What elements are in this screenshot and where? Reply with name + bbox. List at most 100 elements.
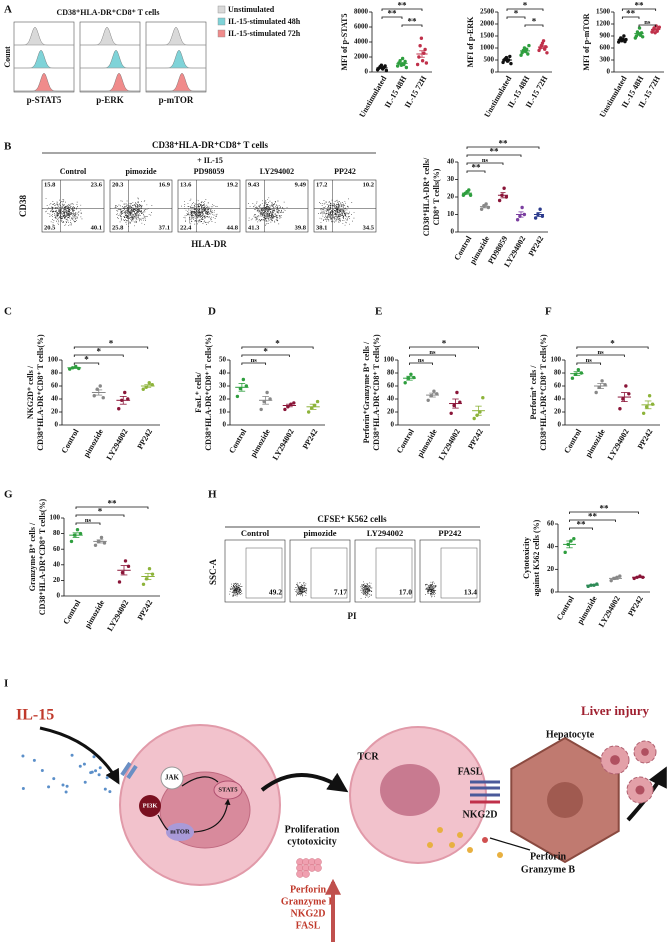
cytokine-dot [65, 784, 69, 788]
panel-letter: I [4, 678, 8, 690]
data-point [141, 387, 145, 391]
quadrant-value: 16.9 [159, 181, 171, 188]
y-tick-label: 40 [219, 369, 227, 377]
significance-bracket [73, 346, 149, 349]
data-point [283, 407, 287, 412]
significance-bracket [466, 146, 540, 149]
histogram [14, 26, 74, 46]
x-tick-label: pimozide [575, 594, 599, 626]
data-point [504, 55, 509, 60]
x-tick-label: pimozide [249, 427, 273, 459]
significance-bracket [569, 511, 639, 514]
y-axis-label: against K562 cells (%) [532, 519, 541, 596]
data-point [417, 55, 421, 59]
cytokine-dot [97, 773, 101, 777]
significance-bracket [524, 24, 544, 27]
scatter-dots [114, 197, 153, 227]
cytokine-dot [21, 787, 25, 791]
histogram [14, 72, 74, 92]
cell-cluster [314, 864, 322, 872]
plot-frame [313, 179, 377, 233]
data-point [600, 379, 604, 383]
flow-title: CFSE⁺ K562 cells [317, 514, 387, 524]
data-point [563, 550, 567, 555]
gate-value: 49.2 [269, 588, 282, 597]
cytokine-dot [52, 777, 56, 781]
histogram [80, 49, 140, 69]
scatter-dots [318, 198, 355, 226]
x-tick-label: PP242 [135, 427, 154, 450]
y-tick-label: 2000 [480, 20, 495, 28]
quadrant-value: 22.4 [180, 224, 192, 231]
significance-bracket [638, 24, 657, 27]
damaged-nucleus [635, 785, 645, 795]
axis-label: SSC-A [208, 559, 218, 586]
y-tick-label: 100 [384, 356, 395, 364]
data-point [235, 394, 240, 399]
x-tick-label: pimozide [83, 598, 107, 630]
significance-bracket [75, 522, 101, 525]
y-tick-label: 20 [51, 408, 59, 416]
x-tick-label: PP242 [301, 427, 320, 450]
y-tick-label: 1200 [596, 20, 611, 28]
plot-frame [289, 539, 351, 603]
data-point [398, 59, 402, 63]
x-tick-label: Control [227, 427, 248, 455]
data-point [594, 390, 598, 395]
significance-label: * [523, 1, 528, 11]
data-point [102, 541, 107, 545]
data-point [259, 407, 263, 412]
data-point [117, 407, 121, 411]
plot-frame [109, 179, 173, 233]
data-point [78, 531, 83, 536]
granule [467, 847, 473, 853]
data-point [576, 368, 581, 372]
data-point [479, 207, 484, 211]
y-tick-label: 60 [51, 382, 59, 390]
quadrant-value: 13.6 [180, 181, 192, 188]
y-tick-label: 900 [600, 32, 611, 40]
panel-letter: A [4, 4, 12, 16]
x-tick-label: pimozide [82, 427, 106, 459]
arrow [39, 726, 120, 785]
axis-label: Count [3, 46, 12, 68]
y-axis-label: CD38⁺HLA-DR⁺CD8⁺ T cells(%) [38, 498, 47, 615]
effector-label: Perforin [530, 851, 567, 862]
significance-label: ns [482, 157, 489, 164]
quadrant-value: 25.8 [112, 224, 124, 231]
data-point [92, 394, 96, 398]
panel-letter: B [4, 141, 12, 153]
x-tick-label: LY294002 [606, 427, 631, 461]
x-tick-label: LY294002 [271, 427, 296, 461]
legend-label: IL-15-stimulated 72h [228, 29, 301, 38]
y-tick-label: 0 [223, 421, 227, 429]
data-point [609, 578, 613, 583]
y-tick-label: 0 [607, 68, 611, 76]
histogram [80, 72, 140, 92]
y-tick-label: 300 [600, 56, 611, 64]
x-tick-label: PP242 [136, 598, 155, 621]
stat5-label: STAT5 [218, 786, 238, 793]
gate [245, 547, 283, 599]
data-point [541, 39, 546, 43]
significance-label: ** [626, 9, 636, 19]
y-tick-label: 6000 [354, 23, 369, 31]
significance-label: * [532, 17, 537, 27]
granule [437, 827, 443, 833]
y-tick-label: 40 [447, 158, 455, 166]
significance-label: ns [418, 357, 425, 364]
data-point [526, 52, 530, 56]
y-axis-label: CD38⁺HLA-DR⁺CD8⁺ T cells(%) [204, 334, 213, 451]
panel-letter: F [545, 306, 552, 318]
significance-bracket [576, 362, 602, 365]
significance-label: ns [85, 517, 92, 524]
significance-bracket [466, 162, 504, 165]
plot-frame [41, 179, 105, 233]
histogram [146, 49, 206, 69]
significance-label: ** [408, 17, 418, 27]
data-point [99, 535, 104, 540]
significance-label: ** [600, 504, 610, 514]
y-axis-label: MFI of p-STAT5 [340, 13, 349, 70]
quadrant-value: 20.3 [112, 181, 124, 188]
injury-label: Liver injury [581, 703, 650, 718]
